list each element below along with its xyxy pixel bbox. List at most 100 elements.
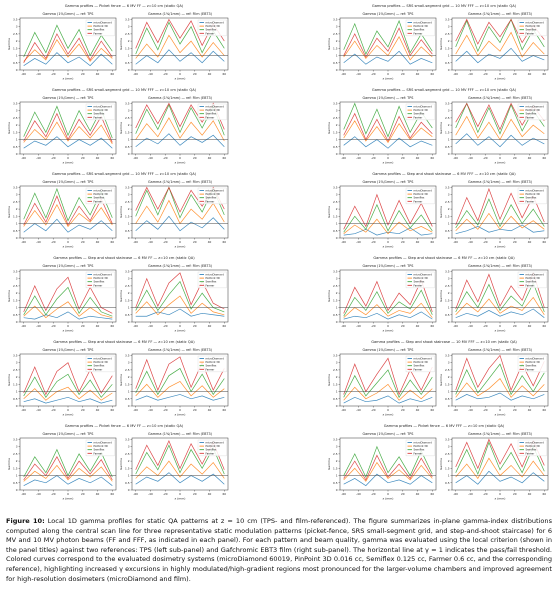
legend-box <box>85 19 115 37</box>
y-tick-label: 3.5 <box>445 269 450 273</box>
legend-label: Semiflex <box>94 196 105 200</box>
y-tick-label: 2 <box>448 207 450 211</box>
x-tick-label: 0 <box>387 240 389 244</box>
legend-label: Farmer <box>206 367 216 371</box>
gamma-curve <box>455 392 545 401</box>
x-axis-label: x (mm) <box>383 413 394 417</box>
x-axis-label: x (mm) <box>383 497 394 501</box>
y-tick-label: 1.5 <box>445 46 450 50</box>
subplot-title: Gamma (1%/1mm) — ref: Film (EBT3) <box>468 96 533 100</box>
legend-label: microDiamond <box>206 189 225 193</box>
x-tick-label: 60 <box>431 156 435 160</box>
legend-label: PinPoint 3D <box>206 360 220 364</box>
legend-label: microDiamond <box>206 273 225 277</box>
x-tick-label: 60 <box>111 408 115 412</box>
legend-box <box>405 439 435 457</box>
y-tick-label: 0 <box>128 404 130 408</box>
x-tick-label: -40 <box>468 408 473 412</box>
x-tick-label: 20 <box>193 240 197 244</box>
y-tick-label: 0.5 <box>333 145 338 149</box>
y-tick-label: 1.5 <box>125 46 130 50</box>
legend-box <box>197 187 227 205</box>
gamma-curve <box>23 204 113 228</box>
gamma-curve <box>455 378 545 398</box>
x-tick-label: 0 <box>67 408 69 412</box>
y-tick-label: 2.5 <box>445 200 450 204</box>
y-tick-label: 1 <box>16 54 18 58</box>
y-tick-label: 1.5 <box>445 466 450 470</box>
x-axis-label: x (mm) <box>383 161 394 165</box>
y-axis-label: Gamma <box>119 122 123 134</box>
gamma-curve <box>343 357 433 396</box>
y-tick-label: 1.5 <box>125 298 130 302</box>
x-tick-label: 20 <box>193 72 197 76</box>
gamma-curve <box>23 121 113 145</box>
subplot-title: Gamma (1%/1mm) — ref: Film (EBT3) <box>468 348 533 352</box>
y-tick-label: 3.5 <box>445 353 450 357</box>
legend-label: PinPoint 3D <box>414 192 428 196</box>
legend-label: Farmer <box>526 451 536 455</box>
x-tick-label: 20 <box>513 492 517 496</box>
y-tick-label: 2.5 <box>13 200 18 204</box>
y-tick-label: 2.5 <box>445 368 450 372</box>
y-tick-label: 1.5 <box>125 130 130 134</box>
gamma-curve <box>135 367 225 396</box>
y-tick-label: 3 <box>448 109 450 113</box>
x-tick-label: -60 <box>133 492 138 496</box>
gamma-curve <box>135 356 225 392</box>
y-axis-label: Gamma <box>7 290 11 302</box>
x-tick-label: -20 <box>51 324 56 328</box>
legend-label: PinPoint 3D <box>414 24 428 28</box>
x-tick-label: -40 <box>356 240 361 244</box>
x-tick-label: 60 <box>111 240 115 244</box>
x-tick-label: 40 <box>528 156 532 160</box>
legend-label: microDiamond <box>414 357 433 361</box>
gamma-curve <box>23 38 113 62</box>
x-tick-label: 40 <box>208 492 212 496</box>
legend-box <box>197 439 227 457</box>
y-tick-label: 3 <box>16 193 18 197</box>
x-tick-label: 20 <box>193 408 197 412</box>
x-tick-label: 60 <box>431 324 435 328</box>
x-tick-label: -60 <box>453 408 458 412</box>
subplot-title: Gamma (1%/1mm) — ref: Film (EBT3) <box>148 12 213 16</box>
legend-box <box>405 271 435 289</box>
legend-label: microDiamond <box>526 273 545 277</box>
x-tick-label: 60 <box>111 72 115 76</box>
x-tick-label: -20 <box>483 324 488 328</box>
y-tick-label: 2 <box>128 291 130 295</box>
y-tick-label: 0 <box>336 68 338 72</box>
legend-label: PinPoint 3D <box>206 24 220 28</box>
y-tick-label: 2.5 <box>125 284 130 288</box>
x-tick-label: -40 <box>148 240 153 244</box>
y-tick-label: 1.5 <box>445 382 450 386</box>
x-tick-label: 60 <box>223 324 227 328</box>
x-axis-label: x (mm) <box>63 161 74 165</box>
x-tick-label: 0 <box>179 72 181 76</box>
x-tick-label: -60 <box>341 492 346 496</box>
subplot-title: Gamma (1%/1mm) — ref: TPS <box>363 264 414 268</box>
y-tick-label: 1 <box>128 390 130 394</box>
figure: Gamma profiles — Picket fence — 6 MV FF … <box>7 4 549 501</box>
x-axis-label: x (mm) <box>495 329 506 333</box>
y-tick-label: 2.5 <box>333 32 338 36</box>
legend-label: PinPoint 3D <box>526 444 540 448</box>
y-tick-label: 1.5 <box>333 382 338 386</box>
legend-box <box>405 19 435 37</box>
y-tick-label: 2.5 <box>445 116 450 120</box>
y-tick-label: 1.5 <box>125 466 130 470</box>
x-tick-label: -60 <box>341 240 346 244</box>
x-tick-label: -20 <box>51 492 56 496</box>
x-tick-label: 60 <box>543 408 547 412</box>
y-tick-label: 0 <box>128 488 130 492</box>
legend-label: PinPoint 3D <box>414 360 428 364</box>
y-tick-label: 2 <box>16 459 18 463</box>
subplot-title: Gamma (1%/1mm) — ref: TPS <box>363 12 414 16</box>
panel-title: Gamma profiles — Step and shoot staircas… <box>373 256 515 260</box>
y-tick-label: 3 <box>336 277 338 281</box>
x-tick-label: -40 <box>356 492 361 496</box>
x-tick-label: -20 <box>371 240 376 244</box>
y-tick-label: 0.5 <box>125 313 130 317</box>
y-tick-label: 2.5 <box>125 200 130 204</box>
